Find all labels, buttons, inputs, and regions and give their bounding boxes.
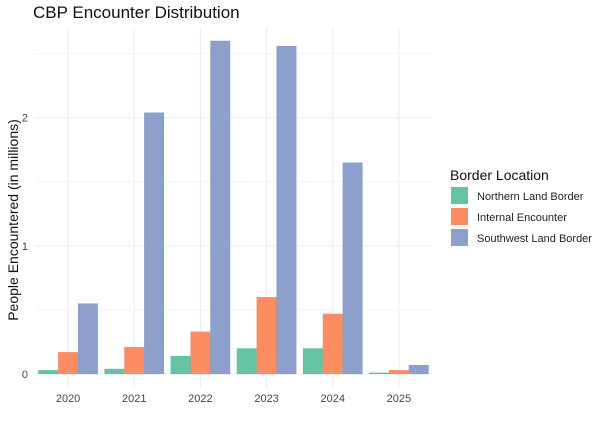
- legend-swatch: [451, 187, 468, 204]
- legend-label: Northern Land Border: [477, 191, 584, 203]
- y-axis-label: People Encountered (in millions): [5, 119, 21, 321]
- grid: [35, 28, 432, 388]
- bar: [342, 162, 363, 375]
- y-tick-label: 0: [22, 369, 28, 381]
- bar: [77, 303, 99, 375]
- bar: [190, 331, 211, 375]
- bar: [57, 351, 79, 375]
- bar: [322, 313, 343, 375]
- x-tick-label: 2020: [56, 393, 80, 405]
- legend-swatch: [451, 208, 468, 225]
- bar: [124, 346, 145, 375]
- x-tick-label: 2023: [254, 393, 278, 405]
- bar: [256, 296, 277, 375]
- y-axis-ticks: 0 1 2: [22, 113, 28, 381]
- x-tick-label: 2024: [321, 393, 345, 405]
- x-tick-label: 2022: [188, 393, 212, 405]
- x-tick-label: 2025: [387, 393, 411, 405]
- bars: [38, 40, 429, 375]
- bar: [388, 369, 410, 375]
- chart-title: CBP Encounter Distribution: [33, 3, 240, 22]
- legend-swatch: [451, 229, 468, 246]
- x-axis-ticks: 2020 2021 2022 2023 2024 2025: [56, 393, 411, 405]
- bar: [104, 368, 125, 375]
- bar: [368, 372, 390, 375]
- bar: [408, 364, 429, 375]
- y-tick-label: 2: [22, 113, 28, 125]
- x-tick-label: 2021: [122, 393, 146, 405]
- bar: [210, 40, 231, 375]
- bar: [302, 348, 324, 375]
- legend-label: Southwest Land Border: [477, 233, 592, 245]
- bar: [170, 355, 191, 375]
- legend: Border Location Northern Land Border Inte…: [450, 167, 592, 246]
- legend-title: Border Location: [450, 167, 549, 183]
- bar: [38, 369, 59, 375]
- bar: [276, 45, 297, 375]
- y-tick-label: 1: [22, 241, 28, 253]
- bar: [236, 348, 257, 375]
- legend-item: Internal Encounter: [451, 208, 567, 225]
- legend-label: Internal Encounter: [477, 212, 567, 224]
- bar: [143, 112, 165, 375]
- legend-item: Southwest Land Border: [451, 229, 592, 246]
- legend-item: Northern Land Border: [451, 187, 584, 204]
